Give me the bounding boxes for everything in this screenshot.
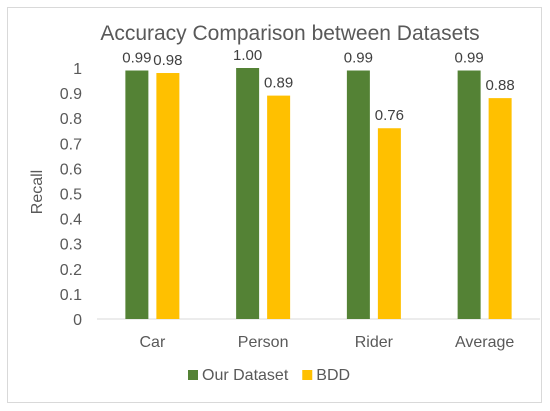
data-label: 0.99 xyxy=(122,50,151,67)
y-tick-label: 0.1 xyxy=(60,287,82,304)
data-label: 0.89 xyxy=(264,75,293,92)
category-label: Rider xyxy=(355,334,394,351)
bar-our-dataset-car xyxy=(125,70,149,319)
legend-label: BDD xyxy=(316,367,350,384)
data-labels: 0.99 0.98 1.000.890.990.760.990.88 xyxy=(122,47,514,124)
legend-swatch-bdd xyxy=(302,370,313,380)
bar-bdd-average xyxy=(488,98,512,320)
data-label: 0.76 xyxy=(375,107,404,124)
y-tick-label: 0.5 xyxy=(60,187,82,204)
y-tick-label: 0.9 xyxy=(60,86,82,103)
legend-swatch-our-dataset xyxy=(188,370,198,380)
y-tick-label: 0.3 xyxy=(60,237,82,254)
bar-bdd-rider xyxy=(377,128,401,319)
category-label: Average xyxy=(455,334,514,351)
y-tick-label: 0.6 xyxy=(60,161,82,178)
bars xyxy=(125,68,512,320)
category-label: Car xyxy=(139,334,165,351)
data-label: 0.98 xyxy=(153,52,182,69)
y-axis-title: Recall xyxy=(29,170,46,214)
y-tick-label: 0.2 xyxy=(60,262,82,279)
data-label: 1.00 xyxy=(233,47,262,64)
bar-bdd-person xyxy=(267,95,291,319)
category-label: Person xyxy=(238,334,289,351)
category-labels: Car Person Rider Average xyxy=(139,334,514,351)
bar-our-dataset-rider xyxy=(346,70,370,319)
bar-our-dataset-person xyxy=(236,68,260,319)
data-label: 0.99 xyxy=(344,50,373,67)
bar-bdd-car xyxy=(156,73,180,320)
bar-our-dataset-average xyxy=(457,70,481,319)
y-tick-label: 0.4 xyxy=(60,212,82,229)
legend: Our Dataset BDD xyxy=(188,367,350,384)
y-tick-label: 1 xyxy=(73,61,82,78)
y-tick-label: 0.7 xyxy=(60,136,82,153)
y-axis-ticks: 0 0.1 0.2 0.3 0.4 0.5 0.6 0.7 0.8 0.9 1 xyxy=(60,61,82,329)
data-label: 0.88 xyxy=(486,77,515,94)
chart-title: Accuracy Comparison between Datasets xyxy=(100,22,479,45)
y-tick-label: 0 xyxy=(73,312,82,329)
data-label: 0.99 xyxy=(455,50,484,67)
legend-label: Our Dataset xyxy=(202,367,289,384)
y-tick-label: 0.8 xyxy=(60,111,82,128)
